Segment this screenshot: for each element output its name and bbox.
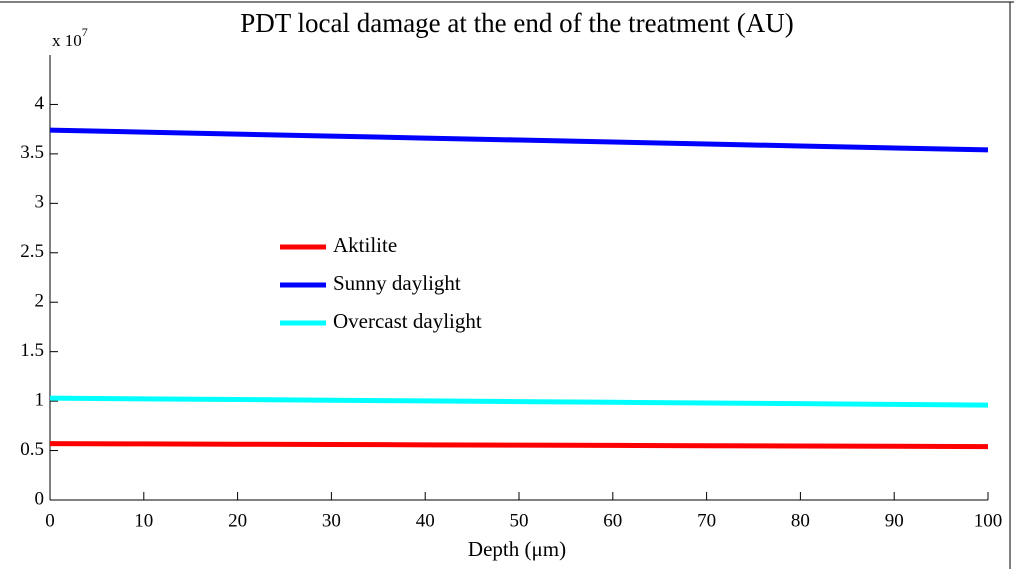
y-multiplier: x 107 bbox=[52, 25, 88, 50]
legend-label: Aktilite bbox=[333, 233, 397, 257]
data-line bbox=[49, 127, 989, 153]
x-tick-label: 60 bbox=[603, 510, 622, 531]
chart-title: PDT local damage at the end of the treat… bbox=[240, 8, 794, 38]
data-line bbox=[49, 395, 989, 408]
y-tick-label: 3 bbox=[35, 192, 45, 213]
data-line bbox=[49, 441, 989, 450]
x-tick-label: 0 bbox=[45, 510, 55, 531]
y-tick-label: 1 bbox=[35, 389, 45, 410]
legend-label: Overcast daylight bbox=[333, 309, 482, 333]
y-tick-label: 2.5 bbox=[20, 241, 44, 262]
y-tick-label: 3.5 bbox=[20, 142, 44, 163]
y-tick-label: 2 bbox=[35, 291, 45, 312]
x-tick-label: 50 bbox=[510, 510, 529, 531]
x-axis-label: Depth (μm) bbox=[468, 537, 566, 561]
x-tick-label: 20 bbox=[228, 510, 247, 531]
x-tick-label: 70 bbox=[697, 510, 716, 531]
y-tick-label: 1.5 bbox=[20, 340, 44, 361]
y-tick-label: 4 bbox=[35, 93, 45, 114]
multiplier-base: x 10 bbox=[52, 31, 82, 50]
x-tick-label: 30 bbox=[322, 510, 341, 531]
y-tick-label: 0.5 bbox=[20, 439, 44, 460]
x-tick-label: 40 bbox=[416, 510, 435, 531]
x-tick-label: 10 bbox=[134, 510, 153, 531]
multiplier-exponent: 7 bbox=[82, 25, 88, 39]
legend-label: Sunny daylight bbox=[333, 271, 461, 295]
y-tick-label: 0 bbox=[35, 488, 45, 509]
x-tick-label: 80 bbox=[791, 510, 810, 531]
x-tick-label: 90 bbox=[885, 510, 904, 531]
x-tick-label: 100 bbox=[974, 510, 1003, 531]
